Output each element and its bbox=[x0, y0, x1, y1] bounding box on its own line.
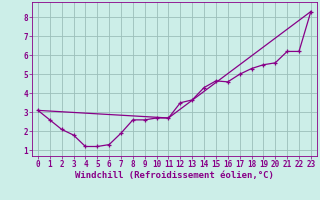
X-axis label: Windchill (Refroidissement éolien,°C): Windchill (Refroidissement éolien,°C) bbox=[75, 171, 274, 180]
